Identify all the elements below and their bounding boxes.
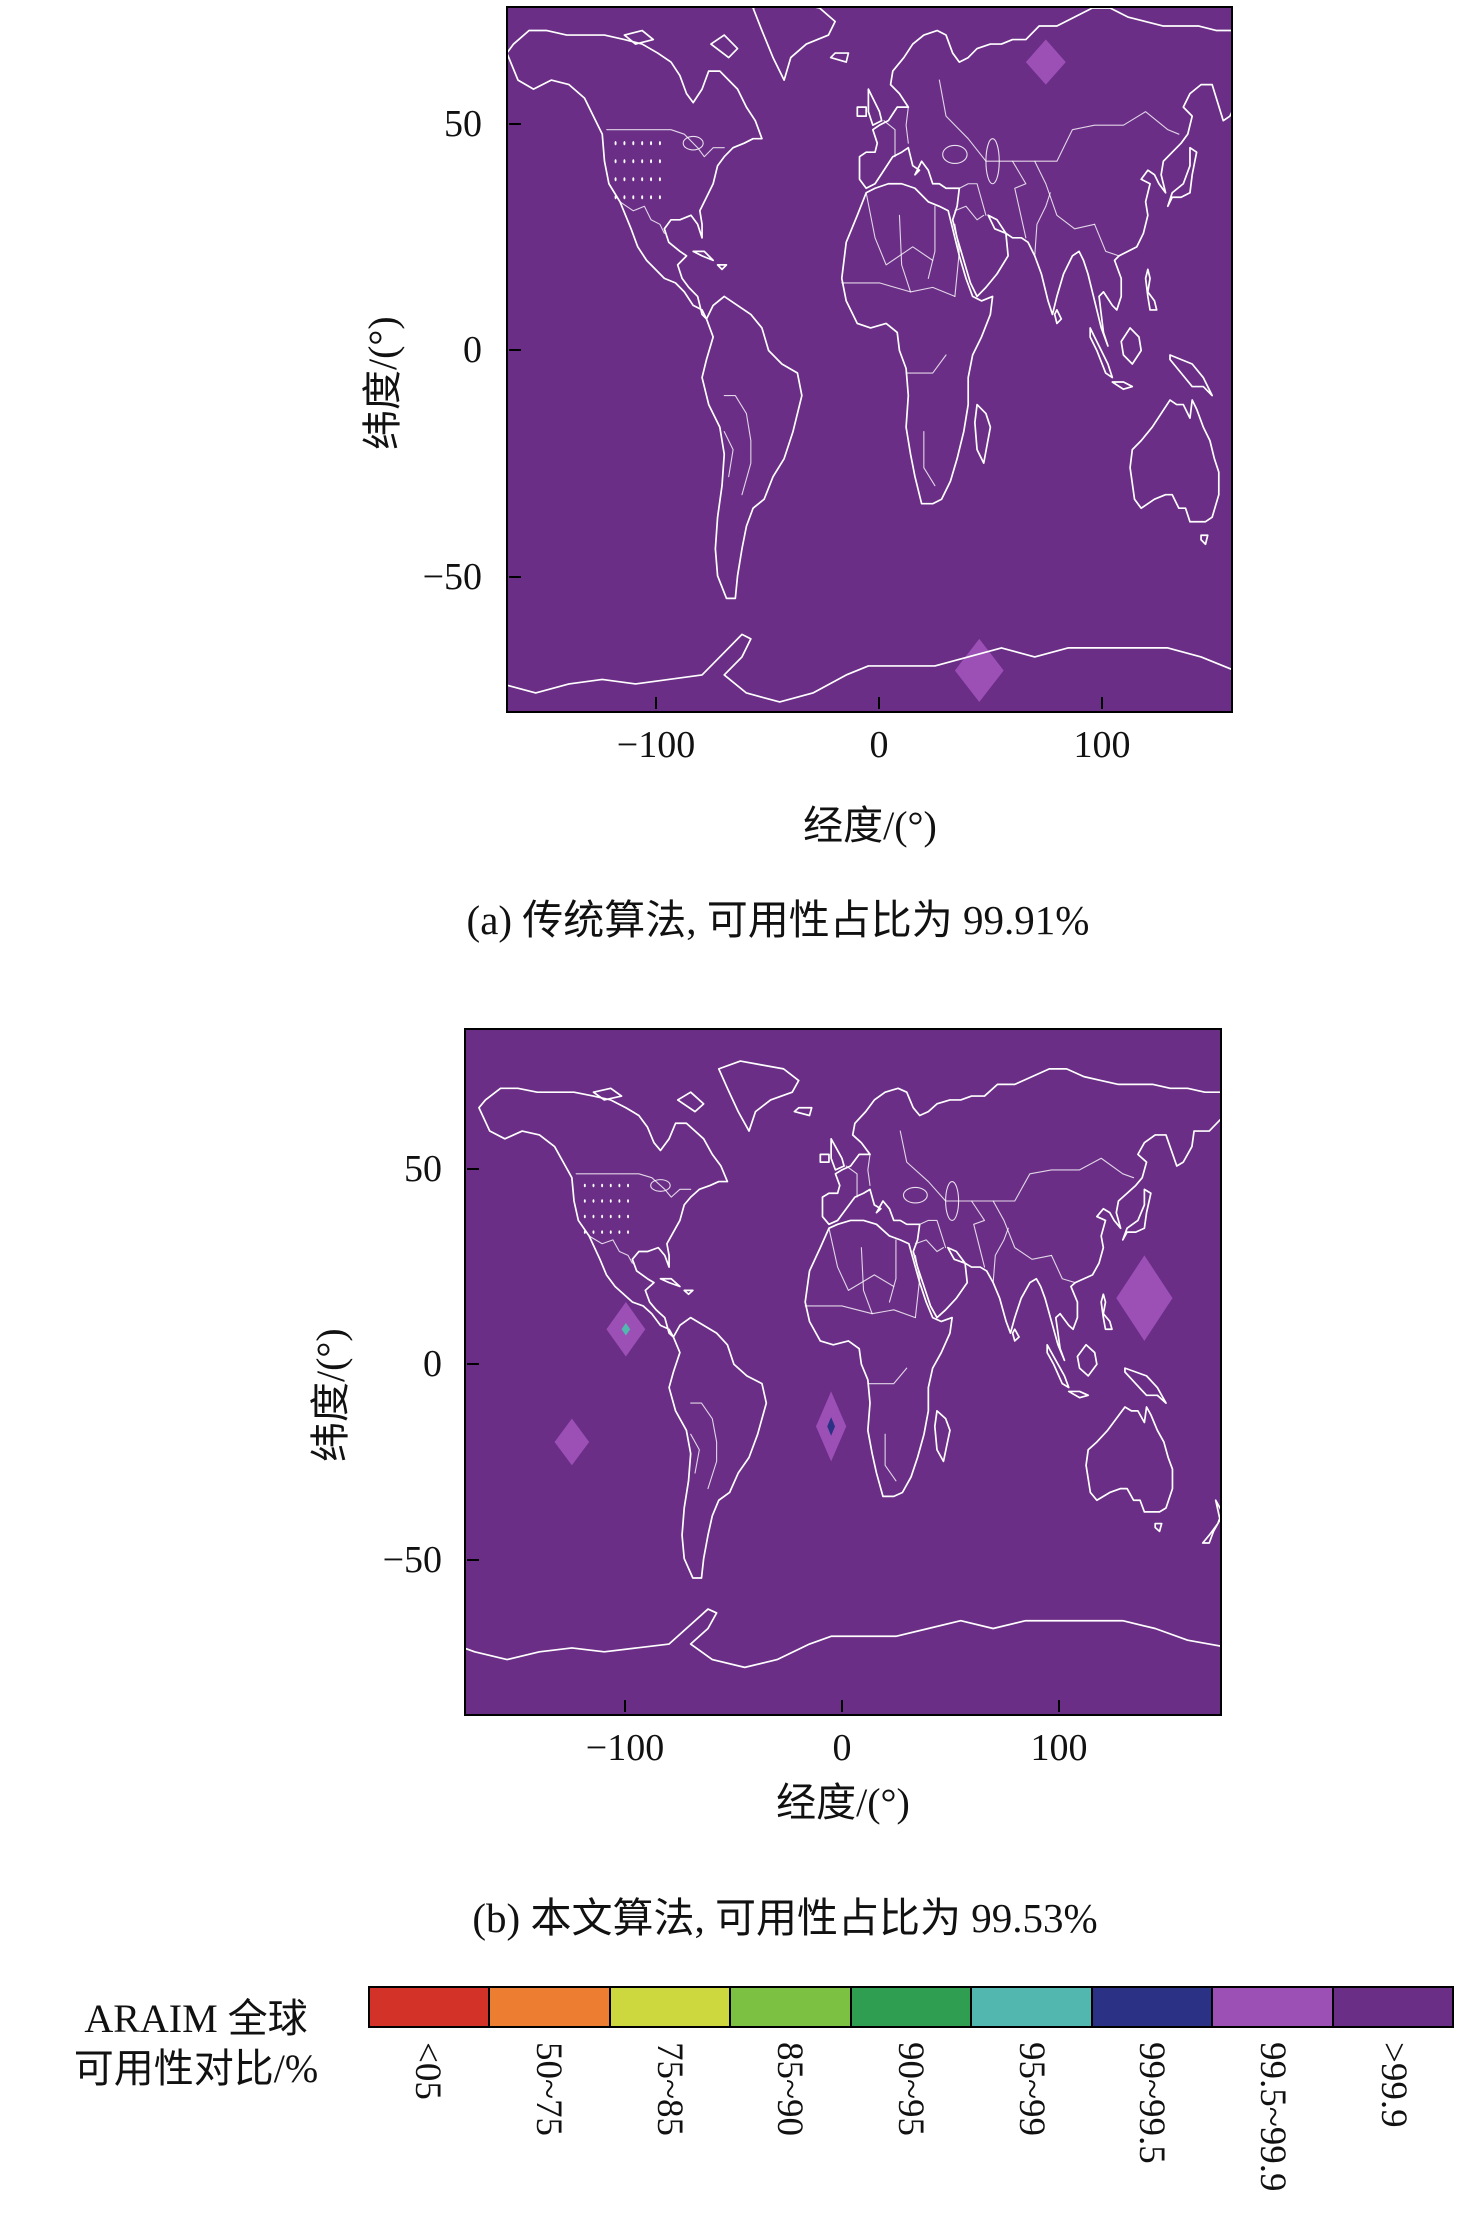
panel-a-xtick-1: 0 xyxy=(869,724,889,766)
panel-a-ytickmark-2 xyxy=(509,576,521,578)
colorbar-label-1: 50~75 xyxy=(528,2042,569,2137)
panel-b-ytick-1: 0 xyxy=(423,1343,442,1385)
colorbar-bin-4 xyxy=(851,1988,973,2026)
colorbar-label-4: 90~95 xyxy=(890,2042,932,2137)
panel-a-xtick-0: −100 xyxy=(616,724,696,766)
panel-b-ytickmark-0 xyxy=(467,1168,479,1170)
legend-title-line2: 可用性对比/% xyxy=(73,2046,319,2091)
panel-b-ytickmark-2 xyxy=(467,1559,479,1561)
panel-b-ytickmark-1 xyxy=(467,1363,479,1365)
colorbar-label-2: 75~85 xyxy=(648,2042,690,2137)
panel-b-xtick-1: 0 xyxy=(832,1727,852,1769)
panel-a-ytick-1: 0 xyxy=(463,329,482,371)
panel-b-xlabel: 经度/(°) xyxy=(776,1780,910,1825)
panel-a-ytickmark-0 xyxy=(509,123,521,125)
world-map-b xyxy=(466,1030,1220,1714)
panel-b-xtick-2: 100 xyxy=(1030,1727,1088,1769)
colorbar-label-6: 99~99.5 xyxy=(1131,2042,1173,2164)
panel-a-ytick-2: −50 xyxy=(422,556,482,598)
colorbar-bin-1 xyxy=(490,1988,611,2026)
colorbar-bin-2 xyxy=(610,1988,732,2026)
colorbar xyxy=(368,1986,1454,2028)
world-map-a xyxy=(508,8,1231,711)
colorbar-label-3: 85~90 xyxy=(769,2042,811,2137)
panel-b-xtickmark-2 xyxy=(1058,1700,1060,1712)
panel-a-ytickmark-1 xyxy=(509,349,521,351)
colorbar-bin-8 xyxy=(1333,1988,1452,2026)
colorbar-label-8: >99.9 xyxy=(1372,2042,1414,2128)
panel-a-ytick-0: 50 xyxy=(444,103,482,145)
panel-b-xtick-0: −100 xyxy=(585,1727,665,1769)
panel-a-xtickmark-0 xyxy=(655,697,657,709)
panel-b-xtickmark-0 xyxy=(624,1700,626,1712)
colorbar-bin-7 xyxy=(1213,1988,1334,2026)
panel-b-ytick-0: 50 xyxy=(404,1148,442,1190)
colorbar-bin-5 xyxy=(972,1988,1093,2026)
panel-a-xlabel: 经度/(°) xyxy=(803,803,937,848)
panel-a-plot xyxy=(506,6,1233,713)
colorbar-label-5: 95~99 xyxy=(1010,2042,1052,2137)
colorbar-label-7: 99.5~99.9 xyxy=(1252,2042,1294,2192)
panel-b-plot xyxy=(464,1028,1222,1716)
colorbar-bin-0 xyxy=(370,1988,491,2026)
panel-b-ytick-2: −50 xyxy=(382,1539,442,1581)
panel-b-xtickmark-1 xyxy=(841,1700,843,1712)
panel-a-caption: (a) 传统算法, 可用性占比为 99.91% xyxy=(466,897,1090,943)
colorbar-bin-3 xyxy=(731,1988,852,2026)
colorbar-labels: <05 50~75 75~85 85~90 90~95 95~99 99~99.… xyxy=(368,2040,1454,2236)
panel-a-xtick-2: 100 xyxy=(1073,724,1131,766)
legend-title: ARAIM 全球 可用性对比/% xyxy=(28,1994,364,2094)
colorbar-label-0: <05 xyxy=(407,2042,449,2100)
colorbar-bin-6 xyxy=(1092,1988,1214,2026)
panel-a-xtickmark-1 xyxy=(878,697,880,709)
panel-b-caption: (b) 本文算法, 可用性占比为 99.53% xyxy=(472,1895,1098,1941)
panel-a-xtickmark-2 xyxy=(1101,697,1103,709)
legend-title-line1: ARAIM 全球 xyxy=(84,1996,308,2041)
